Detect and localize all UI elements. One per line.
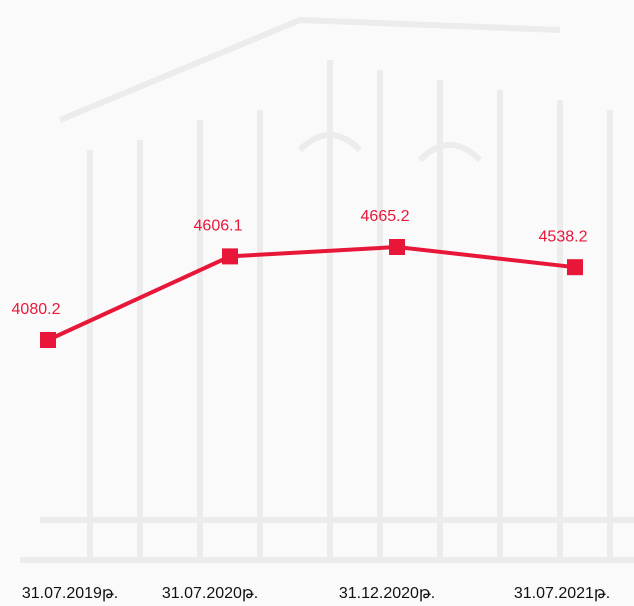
data-label: 4606.1	[194, 218, 243, 235]
chart: 31.07.2019թ. 31.07.2020թ. 31.12.2020թ. 31.0…	[0, 0, 634, 606]
data-label: 4538.2	[539, 228, 588, 245]
x-tick-label: 31.07.2020թ.	[162, 585, 258, 602]
background-illustration	[0, 0, 634, 606]
marker	[222, 248, 238, 264]
page: {"chart_data": {"type": "line", "categor…	[0, 0, 634, 606]
x-tick-label: 31.12.2020թ.	[339, 585, 435, 602]
marker	[389, 239, 405, 255]
marker	[567, 259, 583, 275]
data-label: 4665.2	[361, 208, 410, 225]
x-tick-label: 31.07.2019թ.	[22, 585, 118, 602]
x-tick-label: 31.07.2021թ.	[514, 585, 610, 602]
marker	[40, 332, 56, 348]
data-label: 4080.2	[12, 301, 61, 318]
